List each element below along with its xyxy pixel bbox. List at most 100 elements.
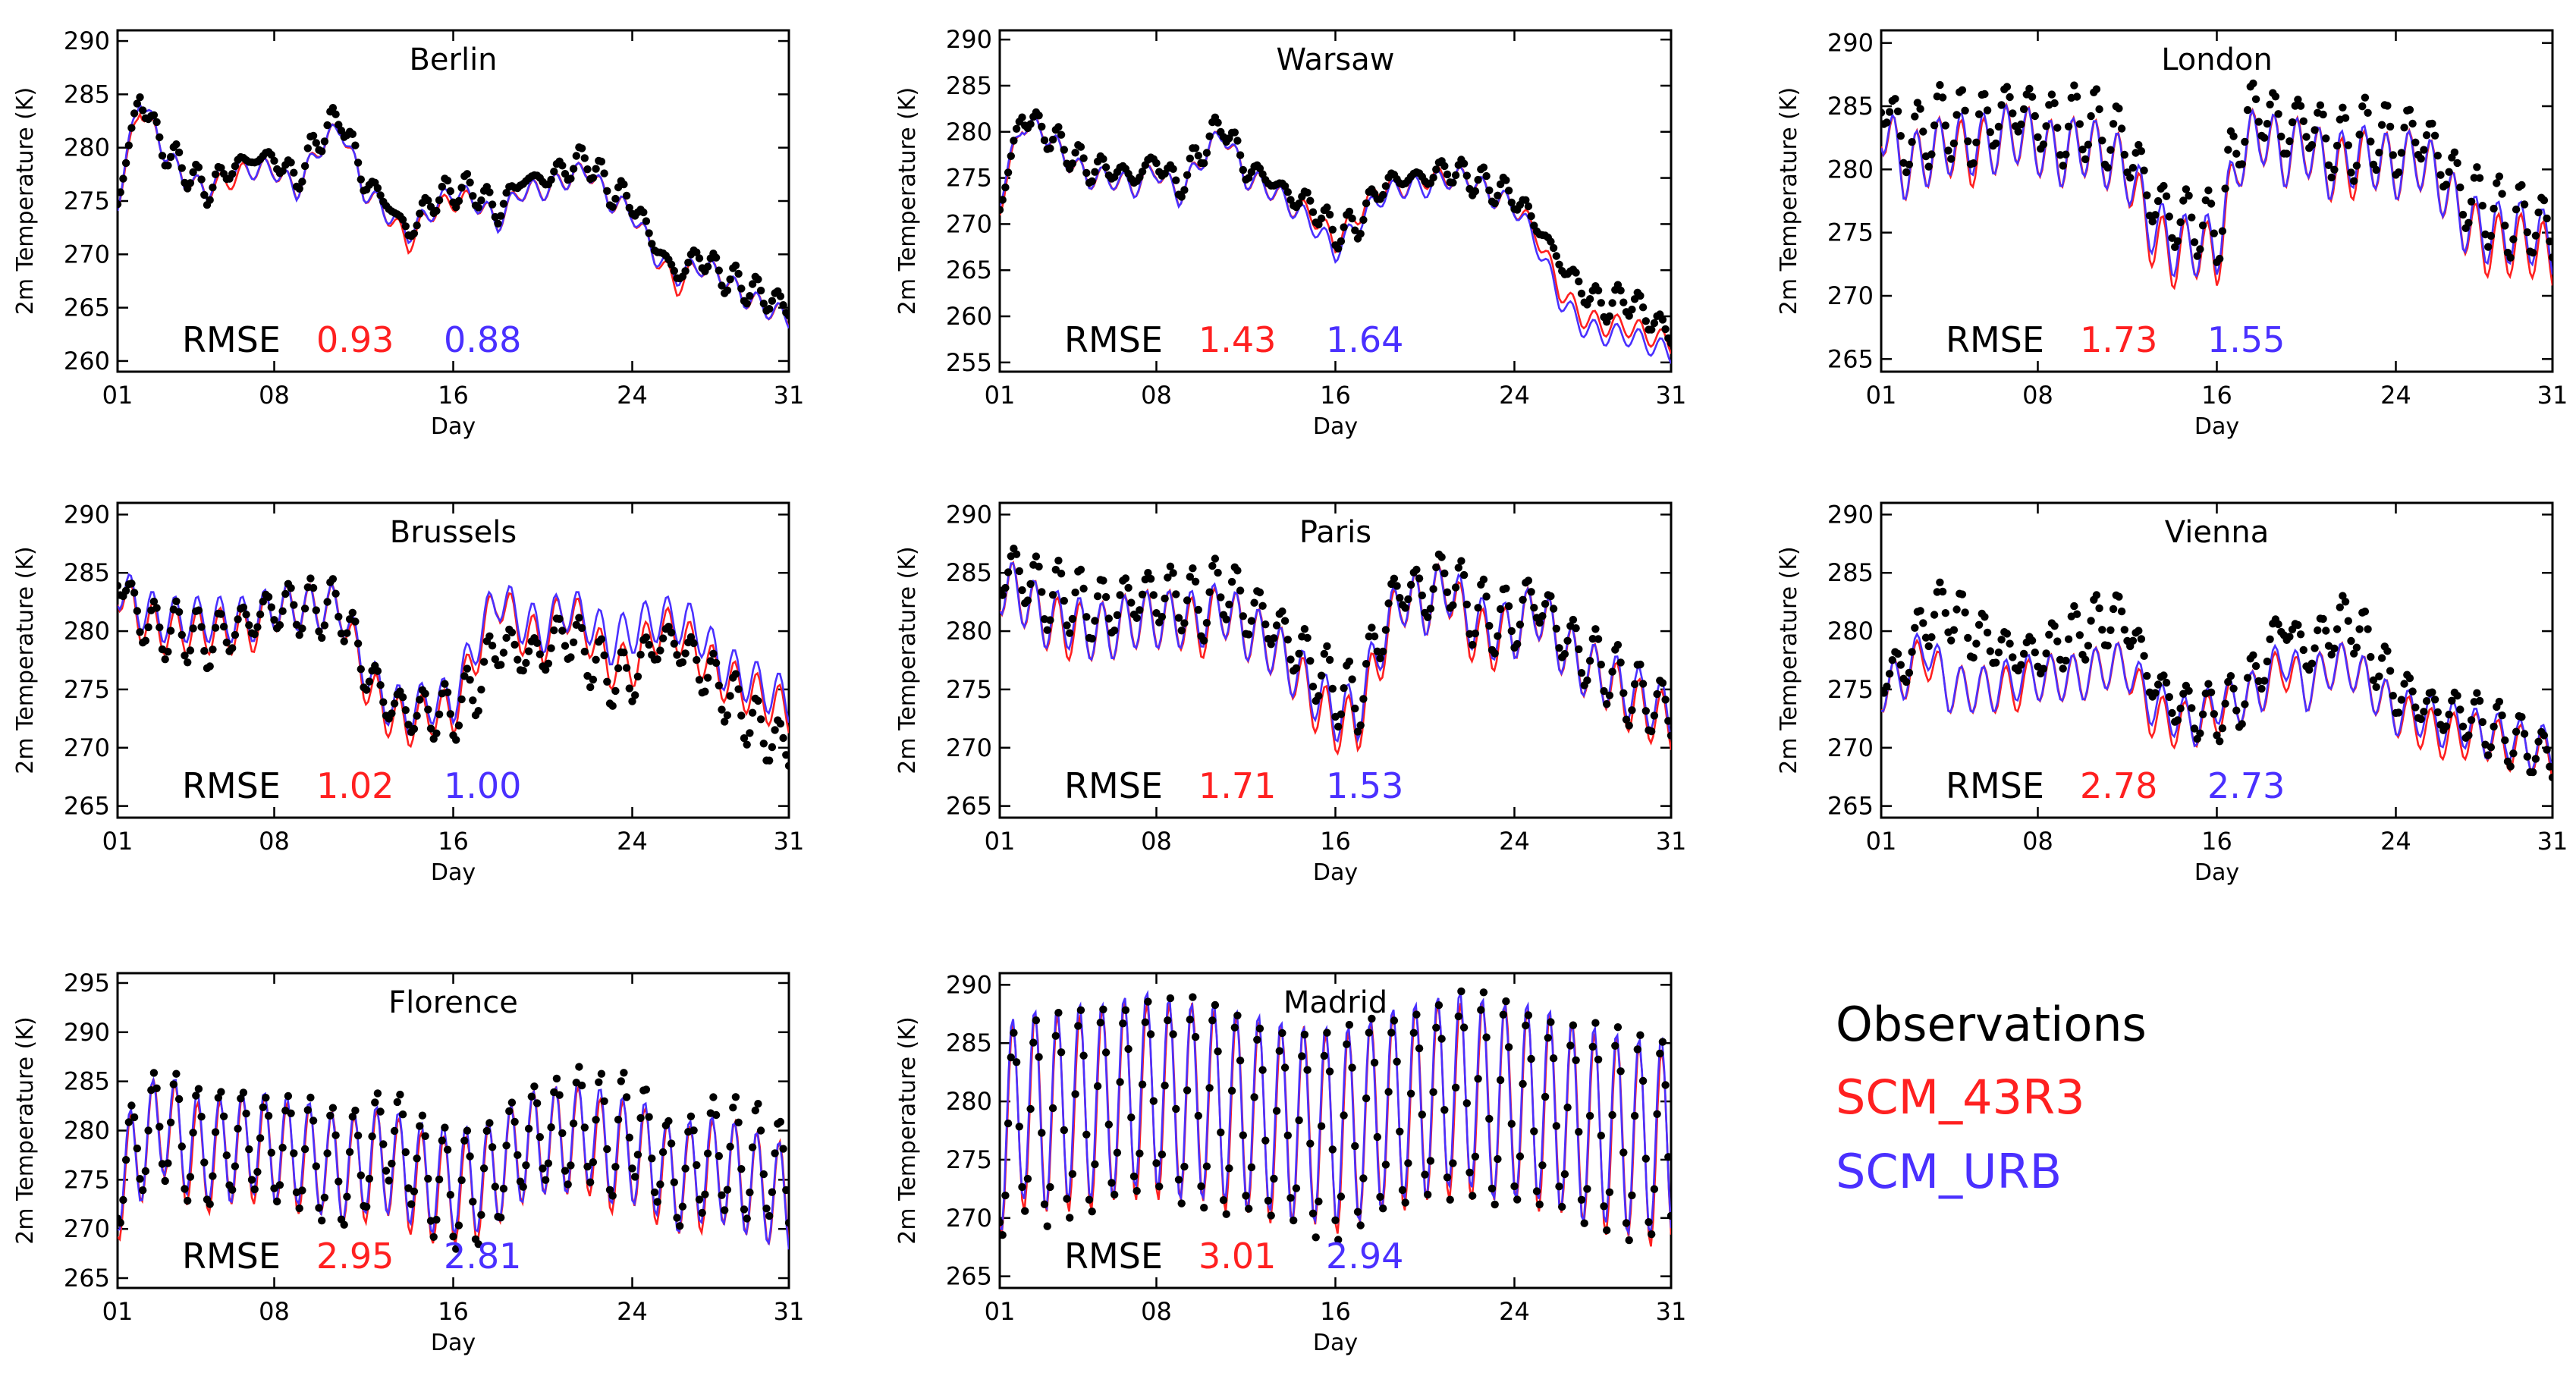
observation-point (658, 1148, 668, 1157)
observation-point (2383, 647, 2392, 655)
observation-point (192, 1091, 200, 1100)
observation-point (1219, 1196, 1228, 1205)
observation-point (1000, 1218, 1004, 1227)
observation-point (748, 280, 757, 288)
observation-point (703, 262, 712, 271)
observation-point (645, 229, 653, 237)
observation-point (186, 1173, 195, 1181)
observation-point (2207, 199, 2216, 208)
observation-point (2400, 124, 2408, 132)
observation-point (186, 179, 195, 187)
y-tick-label: 280 (64, 617, 110, 645)
observation-point (323, 598, 331, 606)
observation-point (1035, 562, 1043, 571)
observation-point (645, 1113, 653, 1121)
observation-point (1577, 669, 1586, 677)
observation-point (768, 743, 777, 752)
observation-point (611, 194, 620, 203)
observation-point (1312, 1233, 1320, 1242)
observation-point (1893, 107, 1902, 115)
observation-point (1359, 695, 1368, 703)
rmse-label: RMSE (1064, 319, 1163, 360)
observation-point (1961, 106, 1969, 115)
observation-point (1519, 595, 1527, 604)
observation-point (189, 168, 197, 177)
observation-point (2204, 186, 2213, 195)
series-line-scm-urb (1000, 562, 1671, 743)
observation-point (1068, 614, 1077, 623)
observation-point (1353, 727, 1362, 736)
observation-point (1555, 260, 1563, 269)
observation-point (1202, 619, 1211, 627)
observation-point (1177, 193, 1186, 201)
observation-point (701, 1190, 709, 1198)
observation-point (1337, 237, 1346, 246)
observation-point (542, 665, 550, 674)
observation-point (597, 635, 606, 643)
observation-point (247, 1176, 256, 1184)
observation-point (1328, 684, 1337, 693)
observation-point (1535, 618, 1544, 627)
observation-point (514, 1151, 522, 1160)
observation-point (335, 612, 343, 621)
observation-point (2512, 727, 2521, 736)
observation-point (743, 300, 751, 308)
observation-point (1485, 621, 1494, 630)
observation-point (2092, 85, 2101, 93)
observation-point (1504, 602, 1513, 611)
observation-point (1373, 1132, 1382, 1142)
observation-point (2243, 105, 2252, 115)
observation-point (320, 137, 329, 146)
observation-point (479, 1164, 488, 1173)
y-tick-label: 255 (946, 348, 992, 377)
observation-point (388, 1159, 396, 1168)
observation-point (1881, 689, 1888, 697)
panel-title: Berlin (409, 42, 497, 77)
observation-point (577, 1081, 586, 1090)
observation-point (1527, 588, 1535, 596)
observation-point (2075, 120, 2084, 128)
observation-point (315, 627, 323, 636)
observation-point (2375, 149, 2383, 157)
observation-point (664, 623, 673, 631)
observation-point (368, 1132, 376, 1141)
observation-point (1001, 583, 1010, 592)
observation-point (1916, 105, 1924, 113)
observation-point (1474, 175, 1482, 184)
observation-point (2458, 722, 2468, 730)
observation-point (1023, 1174, 1032, 1183)
observation-point (1454, 1012, 1463, 1021)
observation-point (1225, 600, 1233, 609)
observation-point (1373, 647, 1382, 655)
rmse-value-scm-urb: 1.53 (1326, 765, 1403, 806)
observation-point (457, 1176, 466, 1185)
observation-point (1278, 607, 1286, 616)
observation-point (1174, 1176, 1183, 1184)
observation-point (118, 582, 122, 590)
observation-point (1113, 1148, 1122, 1157)
observation-point (424, 1174, 432, 1183)
observation-point (2072, 610, 2081, 618)
observation-point (2319, 614, 2327, 623)
observation-point (507, 1098, 517, 1107)
observation-point (2294, 620, 2302, 630)
observation-point (1211, 554, 1220, 563)
observation-point (303, 1106, 312, 1114)
observation-point (1908, 138, 1916, 146)
observation-point (429, 1233, 438, 1242)
observation-point (1096, 1019, 1105, 1027)
observation-point (2473, 689, 2481, 697)
observation-point (1101, 1048, 1111, 1057)
observation-point (1217, 1128, 1225, 1137)
observation-point (1911, 112, 1919, 121)
observation-point (1180, 619, 1189, 627)
rmse-value-scm-urb: 0.88 (444, 319, 521, 360)
observation-point (2196, 245, 2204, 253)
observation-point (1494, 1154, 1502, 1164)
observation-point (1091, 168, 1099, 176)
observation-point (2003, 630, 2012, 638)
observation-point (2151, 689, 2160, 697)
observation-point (1076, 565, 1085, 574)
observation-point (491, 655, 499, 664)
observation-point (1283, 1131, 1293, 1140)
